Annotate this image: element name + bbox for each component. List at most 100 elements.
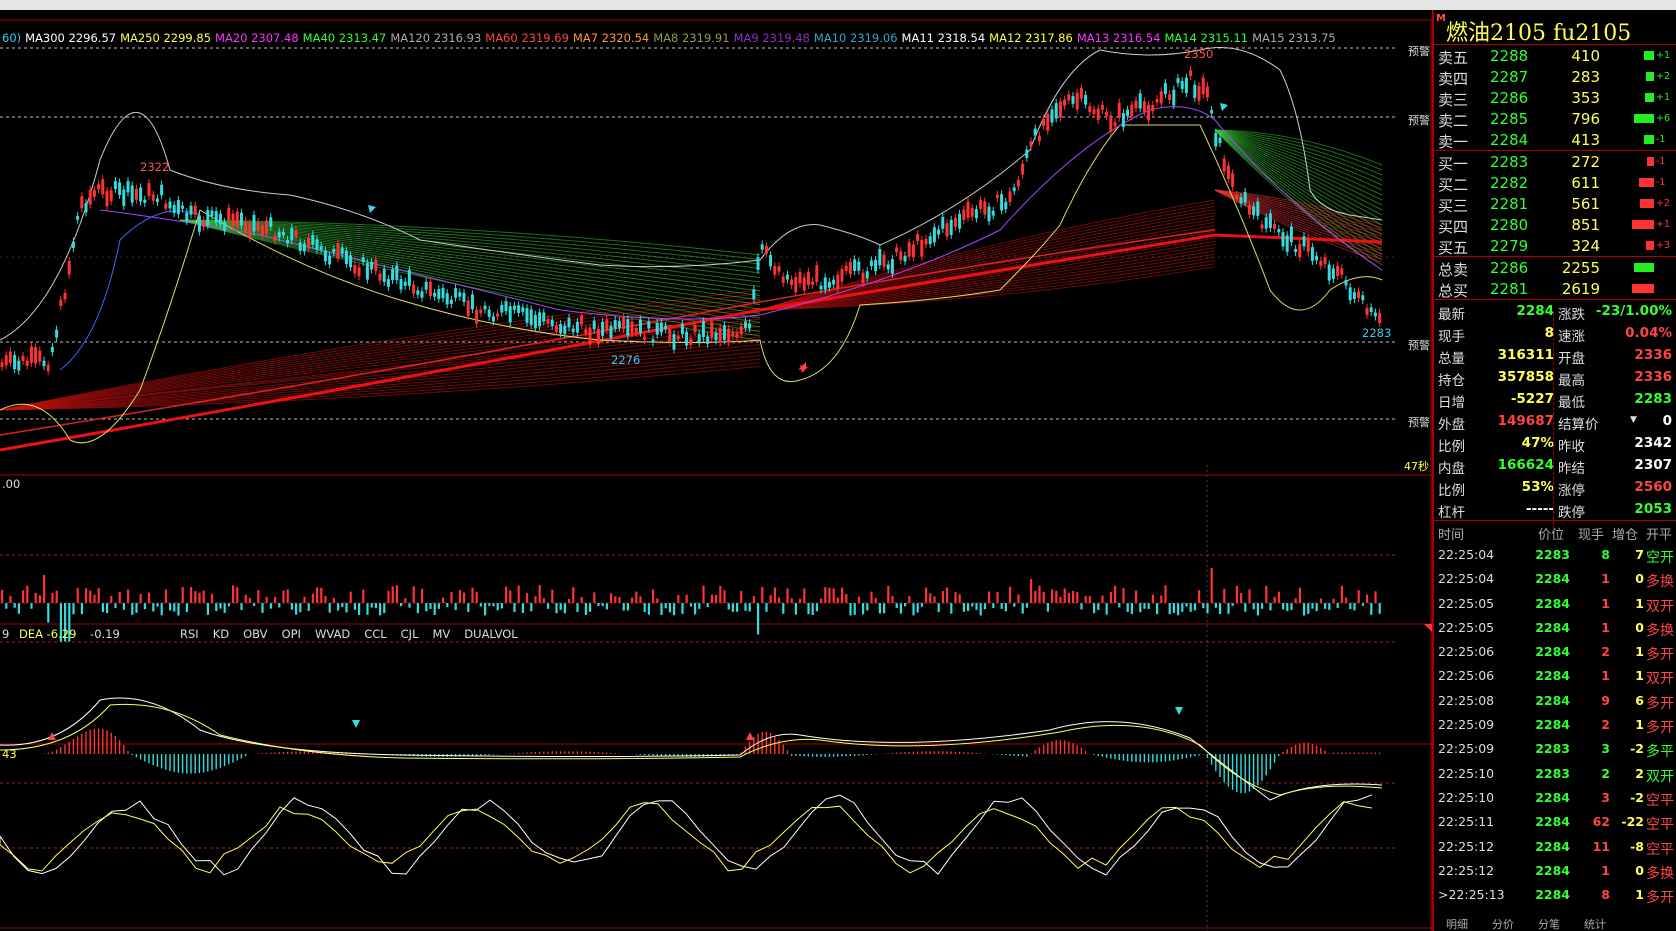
orderbook-row[interactable]: 总卖 2286 2255	[1434, 257, 1676, 279]
candle-body	[680, 323, 684, 334]
indicator-tab-opi[interactable]: OPI	[281, 627, 301, 641]
volume-bar	[1328, 603, 1331, 610]
volume-bar	[551, 589, 554, 603]
volume-bar	[395, 585, 398, 603]
volume-bar	[815, 603, 818, 612]
alert-line-label-4[interactable]: 预警	[1408, 416, 1430, 429]
orderbook-row[interactable]: 卖三 2286 353 +1	[1434, 87, 1676, 109]
quote-panel: M 燃油2105 fu2105 卖五 2288 410 +1 卖四 2287 283 +2 卖三…	[1432, 10, 1676, 931]
orderbook-row[interactable]: 买一 2283 272 -1	[1434, 151, 1676, 173]
ma-legend-item: MA20 2307.48	[215, 31, 299, 45]
volume-bar	[1038, 585, 1041, 603]
candle-body	[554, 325, 558, 332]
bottom-tab[interactable]: 分价	[1492, 918, 1514, 931]
candle-body	[420, 291, 424, 298]
candle-body	[1142, 101, 1146, 113]
volume-bar	[324, 595, 327, 603]
indicator-tab-dualvol[interactable]: DUALVOL	[464, 627, 518, 641]
candle-body	[433, 292, 437, 297]
indicator-tab-kd[interactable]: KD	[212, 627, 230, 641]
volume-bar	[206, 603, 209, 615]
candle-body	[302, 243, 306, 252]
volume-bar	[383, 603, 386, 614]
candle-body	[332, 249, 336, 253]
candle-body	[1117, 102, 1121, 118]
indicator-tab-mv[interactable]: MV	[432, 627, 451, 641]
kline-chart-area[interactable]: 60) MA300 2296.57 MA250 2299.85 MA20 2307.4…	[0, 10, 1432, 931]
orderbook-row[interactable]: 买五 2279 324 +3	[1434, 235, 1676, 257]
volume-bar	[1147, 603, 1150, 609]
volume-bar	[1055, 590, 1058, 603]
volume-bar	[1374, 591, 1377, 603]
k-line	[0, 794, 1373, 876]
candle-body	[865, 271, 869, 279]
orderbook-row[interactable]: 卖二 2285 796 +6	[1434, 108, 1676, 130]
orderbook-row[interactable]: 买三 2281 561 +2	[1434, 193, 1676, 215]
candle-body	[403, 281, 407, 286]
tick-oi: -2	[1630, 789, 1644, 805]
volume-bar	[110, 596, 113, 603]
level-label: 卖三	[1438, 91, 1469, 109]
orderbook-row[interactable]: 总买 2281 2619	[1434, 278, 1676, 300]
tick-type: 多开	[1646, 647, 1674, 664]
volume-bar	[1151, 594, 1154, 603]
col-oi: 增仓	[1612, 528, 1639, 543]
volume-bar	[353, 603, 356, 610]
orderbook-row[interactable]: 卖四 2287 283 +2	[1434, 66, 1676, 88]
orderbook-row[interactable]: 卖一 2284 413 -1	[1434, 129, 1676, 151]
alert-line-label-3[interactable]: 预警	[1408, 339, 1430, 352]
volume-bar	[1210, 568, 1213, 603]
orderbook-row[interactable]: 买二 2282 611 -1	[1434, 172, 1676, 194]
bottom-tab[interactable]: 统计	[1584, 918, 1606, 931]
ma-ribbon-line	[1214, 129, 1383, 176]
level-change: +2	[1656, 71, 1671, 82]
indicator-tab-wvad[interactable]: WVAD	[314, 627, 351, 641]
bottom-tab[interactable]: 分笔	[1538, 918, 1560, 931]
candle-body	[874, 259, 878, 272]
tick-type: 多换	[1646, 574, 1674, 591]
candle-body	[521, 307, 525, 312]
candle-body	[416, 290, 420, 295]
candle-body	[483, 305, 487, 310]
contract-name[interactable]: 燃油2105 fu2105	[1446, 21, 1632, 46]
volume-bar	[1370, 603, 1373, 615]
orderbook-row[interactable]: 卖五 2288 410 +1	[1434, 45, 1676, 67]
candle-body	[1042, 118, 1046, 126]
candle-body	[651, 339, 655, 343]
candle-body	[647, 321, 651, 329]
volume-bar	[295, 603, 298, 615]
tick-price: 2283	[1535, 547, 1570, 562]
volume-bar	[22, 590, 25, 603]
indicator-tab-obv[interactable]: OBV	[243, 627, 268, 641]
chart-canvas[interactable]	[0, 10, 1432, 931]
volume-bar	[731, 603, 734, 612]
level-volume: 413	[1571, 131, 1600, 149]
bottom-tab[interactable]: 明细	[1446, 918, 1468, 931]
volume-bar	[820, 598, 823, 603]
alert-line-label-1[interactable]: 预警	[1408, 45, 1430, 58]
indicator-tab-rsi[interactable]: RSI	[180, 627, 199, 641]
ma-ribbon-line	[759, 209, 1216, 311]
candle-body	[298, 242, 302, 251]
alert-line-label-2[interactable]: 预警	[1408, 114, 1430, 127]
tick-qty: 11	[1592, 838, 1610, 854]
candle-body	[92, 190, 96, 197]
volume-bar	[391, 586, 394, 603]
volume-bar	[1072, 590, 1075, 603]
chevron-down-icon[interactable]: ▼	[1630, 415, 1637, 425]
tick-time: >22:25:13	[1438, 887, 1505, 903]
ma-ribbon-line	[1214, 129, 1383, 196]
indicator-tab-ccl[interactable]: CCL	[364, 627, 387, 641]
volume-bar	[72, 603, 75, 615]
candle-body	[1016, 180, 1020, 187]
candle-body	[958, 213, 962, 229]
candle-body	[1113, 122, 1117, 127]
candle-body	[1252, 206, 1256, 216]
stat-value: 2336	[1634, 347, 1672, 363]
volume-bar	[786, 588, 789, 603]
volume-bar	[1227, 603, 1230, 614]
indicator-tab-cjl[interactable]: CJL	[400, 627, 419, 641]
orderbook-row[interactable]: 买四 2280 851 +1	[1434, 214, 1676, 236]
candle-body	[122, 189, 126, 206]
tick-price: 2284	[1535, 668, 1570, 684]
